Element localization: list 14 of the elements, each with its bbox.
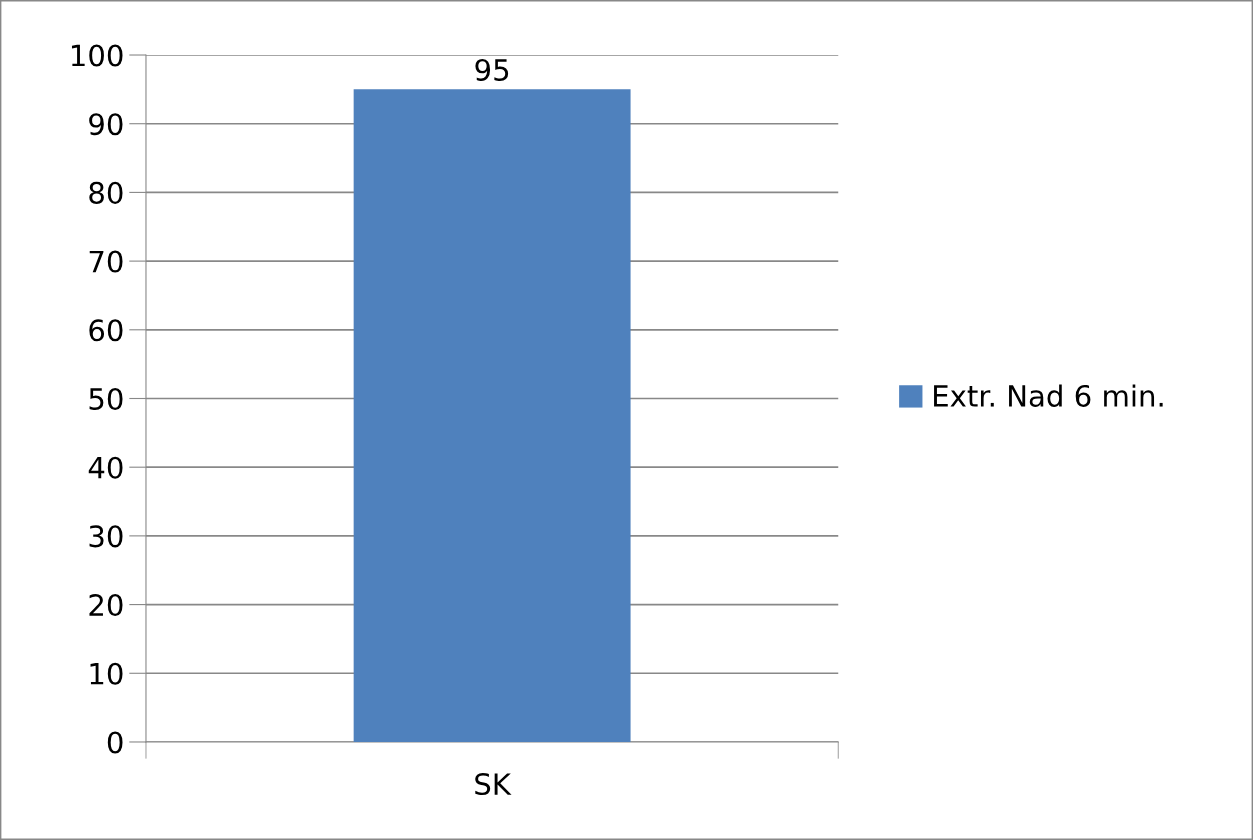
- y-tick-label: 10: [90, 662, 123, 685]
- data-label: 95: [475, 58, 509, 81]
- y-tick-label: 0: [107, 731, 123, 754]
- legend-label: Extr. Nad 6 min.: [934, 384, 1163, 407]
- y-tick-label: 20: [89, 594, 123, 617]
- y-tick-label: 80: [89, 181, 123, 204]
- y-tick-label: 50: [89, 387, 123, 410]
- y-tick-label: 90: [89, 113, 123, 136]
- y-tick-label: 100: [71, 44, 123, 67]
- y-tick-label: 40: [88, 456, 123, 479]
- y-tick-label: 70: [89, 250, 123, 273]
- y-tick-label: 60: [89, 319, 123, 342]
- x-tick-label: SK: [475, 773, 512, 796]
- y-tick-label: 30: [89, 525, 123, 548]
